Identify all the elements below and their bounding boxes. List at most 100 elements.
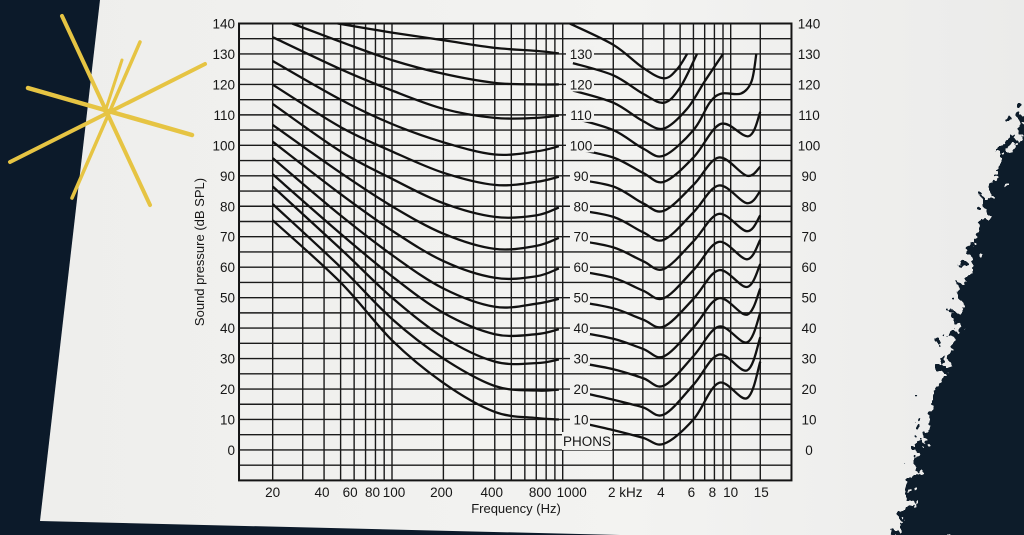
y-tick-label-left: 100 xyxy=(212,138,235,153)
scan-shadow xyxy=(897,116,1024,535)
curve-phon-130-low xyxy=(337,22,560,55)
x-tick-label: 100 xyxy=(383,485,406,500)
y-tick-label-left: 80 xyxy=(220,199,235,214)
x-tick-label: 8 xyxy=(709,485,717,500)
y-tick-label-right: 110 xyxy=(798,108,820,123)
phon-label-bg xyxy=(570,411,590,427)
phon-label: 100 xyxy=(570,138,593,153)
y-tick-label-left: 30 xyxy=(220,352,235,367)
phon-label-bg xyxy=(570,350,590,366)
phon-label: 30 xyxy=(573,352,588,367)
y-tick-label-left: 90 xyxy=(220,169,235,184)
y-tick-label-right: 50 xyxy=(801,291,816,306)
phon-label: 20 xyxy=(573,382,588,397)
x-tick-label: 400 xyxy=(481,485,504,500)
phon-label: 70 xyxy=(573,230,588,245)
y-tick-label-left: 50 xyxy=(220,291,235,306)
y-tick-label-right: 80 xyxy=(801,199,816,214)
y-tick-label-left: 10 xyxy=(220,412,235,427)
curve-phon-100-low xyxy=(272,59,560,157)
curve-phon-70-high xyxy=(572,212,762,271)
x-tick-label: 60 xyxy=(343,485,358,500)
phon-label: 110 xyxy=(570,108,592,123)
curve-phon-50-high xyxy=(572,263,762,329)
y-tick-label-left: 140 xyxy=(212,17,235,32)
curve-phon-120-high xyxy=(572,53,724,131)
phons-unit-label: PHONS xyxy=(563,434,611,449)
x-axis-label: Frequency (Hz) xyxy=(471,501,561,516)
y-tick-label-right: 60 xyxy=(801,260,816,275)
x-tick-label: 15 xyxy=(754,485,769,500)
phon-label-bg xyxy=(566,106,594,122)
phon-label: 120 xyxy=(570,77,593,92)
curve-phon-40-low xyxy=(271,173,560,338)
x-tick-label: 4 xyxy=(657,485,665,500)
curve-phon-80-low xyxy=(272,102,560,219)
phons-label-bg xyxy=(562,432,612,450)
curve-phon-10-low xyxy=(271,219,559,421)
phon-label-bg xyxy=(570,228,590,244)
sparkle-star-icon xyxy=(8,14,207,207)
curve-phon-40-high xyxy=(572,287,762,359)
phon-label-bg xyxy=(570,320,590,336)
x-tick-label: 40 xyxy=(315,485,330,500)
y-tick-label-left: 0 xyxy=(227,443,235,458)
x-tick-label: 200 xyxy=(430,485,453,500)
phon-label-bg xyxy=(566,76,594,92)
curve-phon-100-high xyxy=(572,111,762,184)
y-tick-label-right: 10 xyxy=(801,412,816,427)
x-axis-ticks: 20 40 60 80 100 200 400 800 1000 2 kHz 4 6 8 10 15 xyxy=(265,485,769,500)
y-axis-right-ticks: 0 10 20 30 40 50 60 70 80 90 100 110 120 130 140 xyxy=(798,17,821,458)
phon-label: 80 xyxy=(573,199,588,214)
y-tick-label-right: 130 xyxy=(798,47,821,62)
x-tick-label: 2 kHz xyxy=(608,485,643,500)
y-tick-label-left: 120 xyxy=(212,77,235,92)
y-tick-label-left: 130 xyxy=(212,47,235,62)
x-tick-label: 20 xyxy=(265,485,280,500)
curve-phon-70-low xyxy=(272,123,560,251)
y-tick-label-left: 40 xyxy=(220,321,235,336)
y-tick-label-right: 20 xyxy=(801,382,816,397)
curve-phon-20-high xyxy=(572,336,762,417)
y-axis-label: Sound pressure (dB SPL) xyxy=(192,178,207,326)
y-tick-label-left: 20 xyxy=(220,382,235,397)
y-tick-label-right: 40 xyxy=(801,321,816,336)
y-tick-label-right: 100 xyxy=(798,138,821,153)
curve-phon-90-low xyxy=(272,83,560,187)
phon-label: 50 xyxy=(573,291,588,306)
x-tick-label: 80 xyxy=(365,485,380,500)
curve-phon-30-high xyxy=(572,312,762,388)
curve-phon-20-low xyxy=(271,203,559,392)
y-tick-label-right: 0 xyxy=(805,443,813,458)
curve-phon-10-high xyxy=(572,361,762,446)
phon-label-bg xyxy=(570,381,590,397)
curve-phon-60-low xyxy=(271,140,560,281)
curve-phon-130-high xyxy=(572,53,699,104)
phon-label: 10 xyxy=(573,412,588,427)
phon-labels: 130 120 110 100 90 80 70 60 50 40 30 20 10 xyxy=(566,45,594,427)
phon-label: 60 xyxy=(573,260,588,275)
phon-label-bg xyxy=(570,289,590,305)
y-tick-label-right: 90 xyxy=(801,169,816,184)
y-tick-label-right: 140 xyxy=(798,17,821,32)
curve-phon-30-low xyxy=(271,185,560,366)
x-tick-label: 10 xyxy=(723,485,738,500)
curve-phon-80-high xyxy=(572,184,762,242)
y-tick-label-right: 70 xyxy=(801,230,816,245)
curve-phon-120-low xyxy=(291,22,559,86)
curve-phon-110-high xyxy=(572,53,758,158)
curve-phon-50-low xyxy=(271,157,560,309)
phon-label: 40 xyxy=(573,321,588,336)
y-axis-left-ticks: 0 10 20 30 40 50 60 70 80 90 100 110 120 130 140 xyxy=(212,17,235,458)
y-tick-label-right: 120 xyxy=(798,77,821,92)
curve-unlabeled-high xyxy=(569,22,689,80)
x-tick-label: 6 xyxy=(688,485,696,500)
phon-label-bg xyxy=(570,259,590,275)
curve-phon-90-high xyxy=(572,156,762,213)
x-tick-label: 1000 xyxy=(557,485,587,500)
y-tick-label-left: 110 xyxy=(213,108,235,123)
phon-label-bg xyxy=(570,167,590,183)
x-tick-label: 800 xyxy=(529,485,552,500)
y-tick-label-right: 30 xyxy=(801,352,816,367)
